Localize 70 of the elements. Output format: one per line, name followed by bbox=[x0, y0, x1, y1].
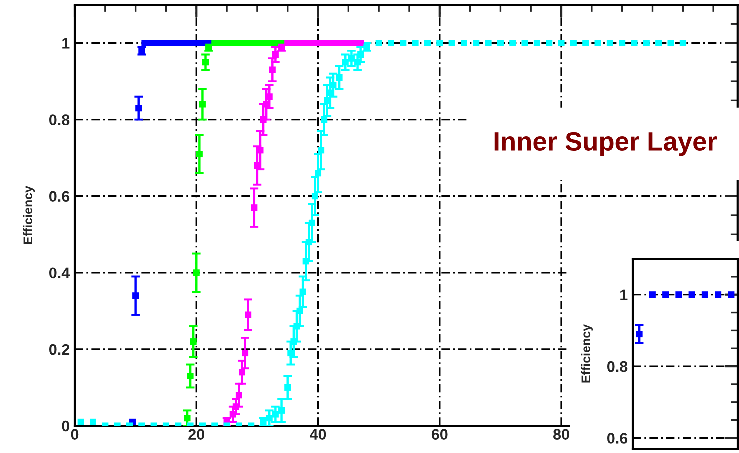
y-tick-label: 0.6 bbox=[50, 191, 70, 202]
x-tick-label: 60 bbox=[432, 429, 448, 440]
point bbox=[199, 40, 206, 47]
point bbox=[260, 116, 267, 124]
point bbox=[193, 40, 200, 47]
point bbox=[302, 40, 310, 47]
point bbox=[224, 40, 230, 47]
point bbox=[254, 40, 261, 47]
point bbox=[321, 40, 328, 47]
point bbox=[251, 204, 258, 212]
point bbox=[284, 40, 292, 47]
y-tick-label: 0.4 bbox=[50, 268, 70, 279]
y-tick-label: 1 bbox=[620, 290, 628, 300]
point bbox=[230, 411, 236, 418]
y-tick-label: 0.8 bbox=[50, 114, 70, 126]
x-tick-label: 80 bbox=[554, 429, 570, 440]
x-tick-label: 0 bbox=[71, 429, 79, 440]
point bbox=[218, 40, 224, 47]
y-tick-label: 1 bbox=[62, 38, 70, 49]
point bbox=[269, 66, 276, 74]
x-tick-label: 40 bbox=[310, 429, 326, 440]
point bbox=[278, 44, 286, 50]
point bbox=[212, 40, 218, 47]
x-tick-label: 20 bbox=[188, 429, 205, 440]
point bbox=[248, 40, 255, 47]
y-axis-title: Efficiency bbox=[23, 186, 36, 244]
y-tick-label: 0.2 bbox=[50, 344, 70, 356]
y-tick-label: 0 bbox=[62, 420, 70, 432]
point bbox=[162, 40, 170, 47]
point bbox=[236, 40, 242, 47]
point bbox=[150, 40, 158, 47]
point bbox=[308, 40, 316, 47]
point bbox=[206, 44, 212, 50]
point bbox=[132, 292, 140, 300]
point bbox=[136, 105, 142, 112]
annotation: Inner Super Layer bbox=[494, 132, 718, 156]
point bbox=[333, 40, 340, 47]
point bbox=[156, 40, 164, 47]
point bbox=[175, 40, 182, 47]
point bbox=[230, 40, 236, 47]
point bbox=[242, 350, 249, 357]
point bbox=[202, 59, 210, 66]
point bbox=[272, 51, 279, 58]
point bbox=[296, 40, 304, 47]
point bbox=[290, 40, 298, 47]
point bbox=[196, 151, 203, 158]
point bbox=[236, 392, 242, 399]
point bbox=[181, 40, 188, 47]
point bbox=[169, 40, 176, 47]
point bbox=[260, 40, 267, 47]
point bbox=[190, 338, 197, 346]
y-axis-title: Efficiency bbox=[581, 324, 594, 383]
point bbox=[351, 40, 358, 47]
point bbox=[187, 372, 194, 380]
point bbox=[187, 40, 194, 47]
point bbox=[245, 312, 252, 318]
point bbox=[327, 40, 334, 47]
y-tick-label: 0.6 bbox=[608, 433, 628, 444]
y-tick-label: 0.8 bbox=[608, 361, 628, 372]
point bbox=[345, 40, 352, 47]
point bbox=[184, 415, 191, 422]
point bbox=[193, 270, 200, 276]
point bbox=[339, 40, 346, 47]
point bbox=[238, 369, 246, 376]
point bbox=[266, 40, 273, 47]
point bbox=[315, 40, 322, 47]
point bbox=[272, 40, 279, 47]
point bbox=[199, 101, 206, 108]
point bbox=[242, 40, 249, 47]
point bbox=[232, 404, 240, 410]
